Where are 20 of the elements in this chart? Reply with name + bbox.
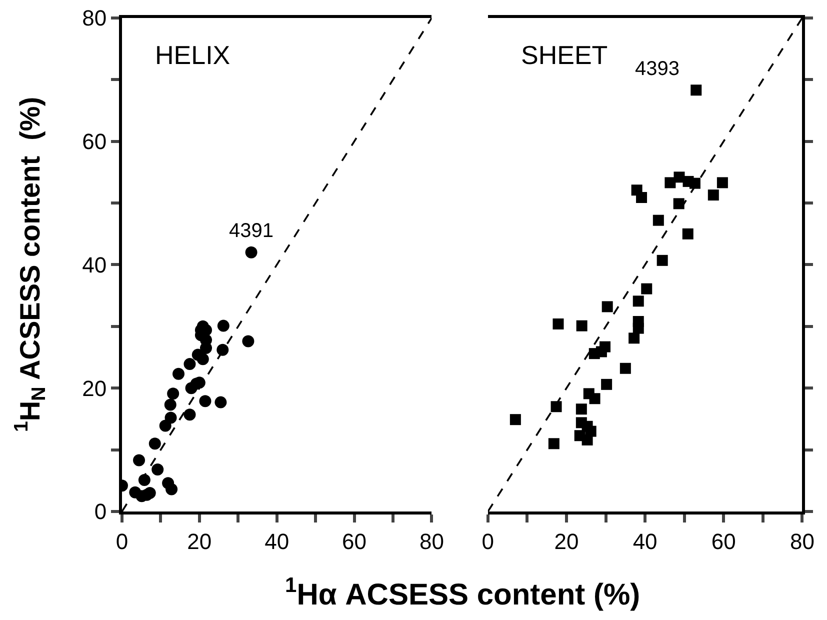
annotation: 4393 [635,58,680,80]
x-tick-label: 40 [632,528,658,554]
annotation: 4391 [229,220,274,242]
x-tick-label: 60 [711,528,736,554]
annotation: SHEET [521,40,608,70]
x-tick-label: 40 [264,528,290,554]
y-tick-label: 40 [82,252,107,278]
y-tick-label: 20 [82,376,107,401]
x-tick-label: 80 [790,528,814,554]
x-tick-label: 60 [342,528,367,554]
annotation: HELIX [155,40,230,70]
y-tick-label: 0 [94,499,107,524]
x-tick-label: 20 [554,528,579,554]
x-tick-label: 80 [419,528,444,554]
x-tick-label: 0 [116,528,128,554]
x-axis-title: $^{1}$Hα ACSESS content (%) [285,574,640,612]
y-tick-label: 60 [82,129,107,154]
x-tick-label: 20 [187,528,212,554]
x-tick-label: 0 [482,528,494,554]
y-tick-label: 80 [82,6,107,31]
